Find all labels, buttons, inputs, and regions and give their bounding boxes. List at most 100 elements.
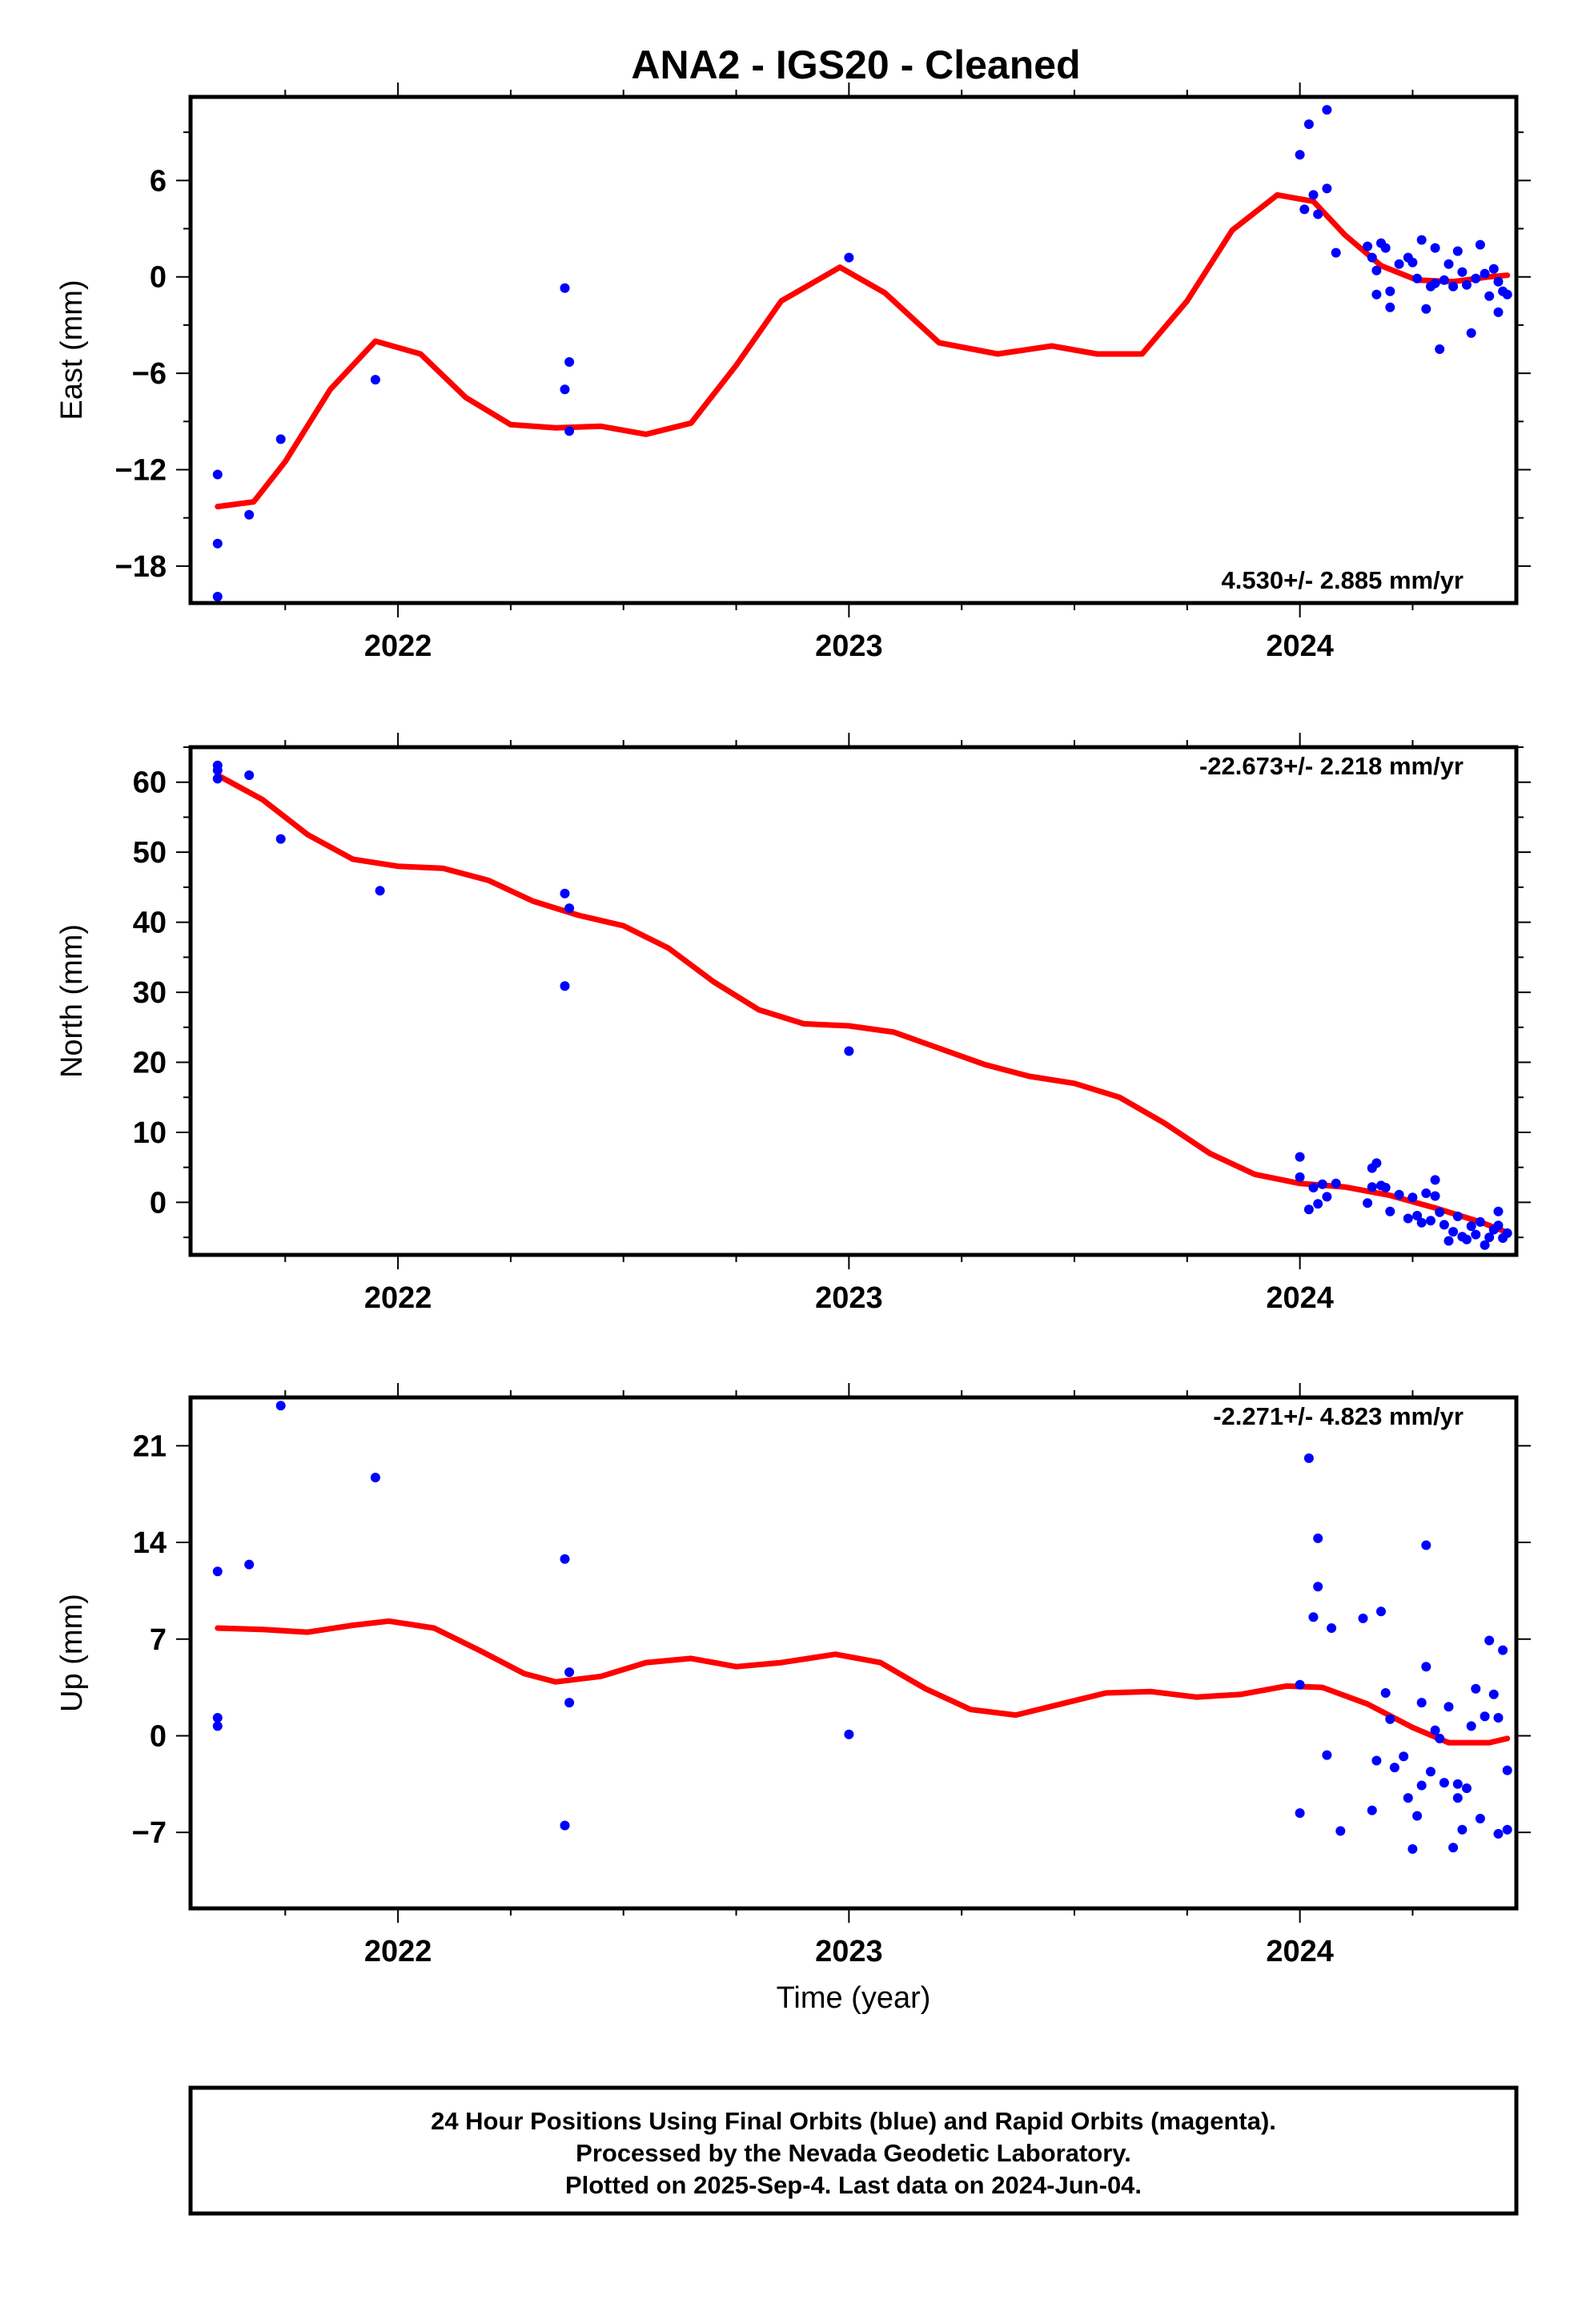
up-data-point (1421, 1662, 1431, 1672)
north-plot-area (212, 760, 1512, 1250)
up-ylabel: Up (mm) (55, 1594, 89, 1712)
north-ytick-label: 30 (133, 976, 167, 1010)
east-panel: −18 −12 −6 0 6 2022 2023 2024 East (mm) 4.530+/- … (55, 82, 1531, 663)
north-data-point (1426, 1216, 1435, 1226)
up-data-point (1407, 1844, 1418, 1854)
north-xtick-label: 2023 (815, 1281, 883, 1315)
north-data-point (844, 1046, 854, 1056)
east-data-point (1448, 281, 1459, 292)
east-ytick-label: 0 (150, 261, 167, 295)
east-rate-label: 4.530+/- 2.885 mm/yr (1222, 566, 1464, 594)
east-data-point (1430, 243, 1440, 253)
up-data-point (1471, 1683, 1481, 1694)
north-data-point (1363, 1198, 1373, 1208)
north-data-point (564, 903, 575, 914)
up-data-point (560, 1820, 570, 1831)
east-data-point (1430, 278, 1440, 288)
north-data-point (1462, 1234, 1472, 1244)
north-data-point (1380, 1183, 1391, 1192)
east-data-point (1439, 275, 1449, 285)
up-data-point (1371, 1755, 1382, 1766)
north-data-point (1295, 1152, 1305, 1162)
up-data-point (564, 1698, 575, 1708)
north-data-point (1466, 1221, 1476, 1232)
east-data-point (1308, 190, 1319, 200)
east-data-point (1394, 259, 1404, 269)
up-data-point (560, 1554, 570, 1564)
north-data-point (1367, 1182, 1377, 1192)
east-data-point (1363, 241, 1373, 251)
east-data-point (275, 434, 286, 444)
east-plot-area (212, 105, 1512, 601)
east-data-point (370, 375, 380, 385)
up-data-point (1435, 1733, 1445, 1743)
up-xtick-label: 2023 (815, 1935, 883, 1968)
east-data-point (1407, 257, 1418, 267)
north-data-point (1502, 1228, 1512, 1238)
north-ytick-label: 0 (150, 1186, 167, 1220)
north-data-point (1493, 1206, 1504, 1216)
up-data-point (1426, 1767, 1435, 1777)
east-data-point (1416, 235, 1427, 245)
east-data-point (1484, 291, 1495, 301)
east-data-point (564, 426, 575, 436)
up-data-point (1493, 1828, 1504, 1839)
up-data-point (1452, 1793, 1463, 1803)
up-fit-line (215, 1618, 1511, 1746)
east-ytick-label: −6 (132, 357, 167, 391)
east-data-point (1295, 150, 1305, 160)
up-data-point (1457, 1824, 1468, 1835)
north-data-point (1484, 1232, 1495, 1243)
up-data-point (1475, 1813, 1485, 1823)
up-data-point (1488, 1689, 1499, 1699)
up-data-point (1462, 1783, 1472, 1793)
footer-line-3: Plotted on 2025-Sep-4. Last data on 2024… (565, 2171, 1142, 2199)
up-data-point (844, 1729, 854, 1739)
east-data-point (1371, 265, 1382, 275)
north-data-point (1308, 1183, 1319, 1192)
north-frame (188, 745, 1519, 1257)
up-data-point (1412, 1811, 1423, 1821)
up-data-point (1367, 1805, 1377, 1815)
up-plot-area (212, 1401, 1512, 1854)
north-data-point (1435, 1207, 1445, 1217)
up-xtick-label: 2022 (364, 1935, 432, 1968)
up-data-point (1480, 1711, 1490, 1722)
north-rate-label: -22.673+/- 2.218 mm/yr (1199, 752, 1464, 780)
east-data-point (1313, 209, 1323, 219)
up-xlabel: Time (year) (777, 1981, 931, 2015)
north-ytick-label: 20 (133, 1047, 167, 1080)
up-data-point (564, 1667, 575, 1678)
east-data-point (1331, 247, 1341, 258)
up-panel: −7 0 7 14 21 2022 2023 2024 Up (mm) Time (year) -2… (55, 1383, 1531, 2015)
east-data-point (1435, 344, 1445, 354)
east-data-point (1452, 246, 1463, 256)
east-ytick-label: −12 (115, 453, 167, 487)
north-data-point (1452, 1211, 1463, 1221)
east-data-point (1322, 183, 1332, 194)
up-ytick-label: −7 (132, 1816, 167, 1850)
north-data-point (1430, 1175, 1440, 1185)
up-data-point (1313, 1533, 1323, 1543)
up-data-point (1303, 1453, 1314, 1463)
north-data-point (1322, 1192, 1332, 1202)
north-data-point (212, 760, 223, 770)
east-data-point (1502, 289, 1512, 300)
east-data-point (1462, 279, 1472, 290)
east-data-point (1412, 273, 1423, 283)
east-data-point (1493, 276, 1504, 287)
east-data-point (1475, 239, 1485, 250)
up-ytick-label: 14 (133, 1526, 167, 1560)
north-data-point (1303, 1204, 1314, 1215)
east-data-point (1443, 259, 1454, 269)
up-data-point (1308, 1612, 1319, 1622)
up-data-point (1327, 1623, 1337, 1633)
up-data-point (1380, 1688, 1391, 1698)
north-ylabel: North (mm) (55, 924, 89, 1078)
up-data-point (212, 1721, 223, 1731)
east-ytick-label: 6 (150, 164, 167, 198)
east-data-point (1471, 273, 1481, 283)
up-data-point (1502, 1765, 1512, 1775)
footer-line-1: 24 Hour Positions Using Final Orbits (bl… (431, 2107, 1276, 2135)
up-data-point (1416, 1698, 1427, 1708)
